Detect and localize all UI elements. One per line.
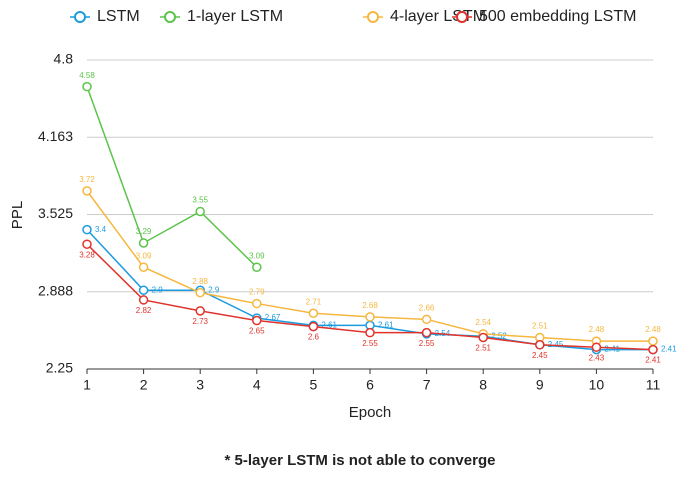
data-label: 2.52: [491, 331, 507, 340]
point: [478, 332, 488, 343]
legend-label: LSTM: [97, 8, 140, 25]
annotation: * 5-layer LSTM is not able to converge: [225, 452, 496, 469]
x-tick-label: 8: [479, 377, 487, 393]
point: [648, 336, 658, 346]
data-label: 4.58: [79, 71, 95, 80]
x-tick-label: 10: [589, 377, 605, 393]
legend-marker: [74, 11, 86, 23]
data-label: 2.43: [589, 353, 605, 362]
data-label: 2.41: [604, 345, 620, 354]
x-tick-label: 6: [366, 377, 374, 393]
data-label: 2.68: [362, 301, 378, 310]
point: [365, 327, 375, 338]
data-label: 2.6: [308, 333, 320, 342]
point: [138, 262, 149, 272]
y-tick-label: 4.8: [54, 51, 74, 67]
point: [82, 81, 92, 92]
data-label: 2.48: [589, 325, 605, 334]
y-tick-label: 2.25: [46, 360, 73, 376]
point: [138, 285, 149, 295]
data-label: 2.61: [321, 320, 337, 329]
legend-marker: [456, 11, 468, 23]
point: [195, 287, 205, 298]
point: [195, 306, 205, 316]
data-label: 2.79: [249, 288, 265, 297]
point: [138, 295, 149, 305]
y-axis-label: PPL: [9, 201, 26, 229]
data-label: 2.41: [645, 356, 661, 365]
x-tick-label: 5: [310, 377, 318, 393]
data-label: 2.51: [475, 344, 491, 353]
x-tick-label: 2: [140, 377, 148, 393]
point: [82, 224, 92, 235]
x-tick-label: 11: [646, 377, 661, 393]
point: [252, 315, 262, 326]
y-tick-label: 4.163: [38, 128, 73, 144]
legend-label: 1-layer LSTM: [187, 8, 283, 25]
legend-marker: [367, 11, 379, 23]
data-label: 2.55: [362, 339, 378, 348]
data-label: 2.82: [136, 306, 152, 315]
data-label: 2.9: [208, 285, 220, 294]
x-tick-label: 1: [83, 377, 91, 393]
data-label: 2.67: [265, 313, 281, 322]
x-tick-label: 7: [423, 377, 431, 393]
point: [421, 314, 432, 325]
point: [591, 342, 602, 352]
point: [421, 327, 432, 338]
data-label: 2.71: [306, 297, 322, 306]
x-tick-label: 4: [253, 377, 261, 393]
legend-marker: [164, 11, 176, 23]
data-label: 2.73: [192, 317, 208, 326]
point: [648, 344, 658, 355]
data-label: 3.55: [192, 196, 208, 205]
data-label: 2.51: [532, 322, 548, 331]
point: [138, 238, 149, 248]
data-label: 2.54: [475, 318, 491, 327]
series-line: [86, 86, 258, 268]
x-axis-label: Epoch: [349, 404, 392, 421]
x-tick-label: 3: [196, 377, 204, 393]
point: [308, 308, 319, 319]
legend-label: 500 embedding LSTM: [479, 8, 636, 25]
data-label: 3.72: [79, 175, 95, 184]
point: [252, 298, 262, 309]
data-label: 3.29: [136, 227, 152, 236]
point: [308, 321, 319, 332]
x-tick-label: 9: [536, 377, 544, 393]
data-label: 3.28: [79, 250, 95, 259]
y-tick-label: 3.525: [38, 205, 73, 221]
point: [252, 262, 262, 272]
data-label: 2.61: [378, 320, 394, 329]
data-label: 2.45: [548, 340, 564, 349]
data-label: 3.09: [249, 251, 265, 260]
point: [82, 239, 92, 249]
data-label: 3.4: [95, 225, 107, 234]
data-label: 2.48: [645, 325, 661, 334]
data-label: 2.45: [532, 351, 548, 360]
data-label: 2.55: [419, 339, 435, 348]
data-label: 2.88: [192, 277, 208, 286]
point: [365, 312, 375, 322]
data-label: 2.41: [661, 345, 677, 354]
data-label: 2.9: [152, 285, 164, 294]
data-label: 2.66: [419, 303, 435, 312]
point: [195, 206, 205, 217]
data-label: 2.65: [249, 327, 265, 336]
y-tick-label: 2.888: [38, 282, 73, 298]
point: [535, 340, 545, 350]
data-label: 3.09: [136, 251, 152, 260]
point: [82, 186, 92, 196]
